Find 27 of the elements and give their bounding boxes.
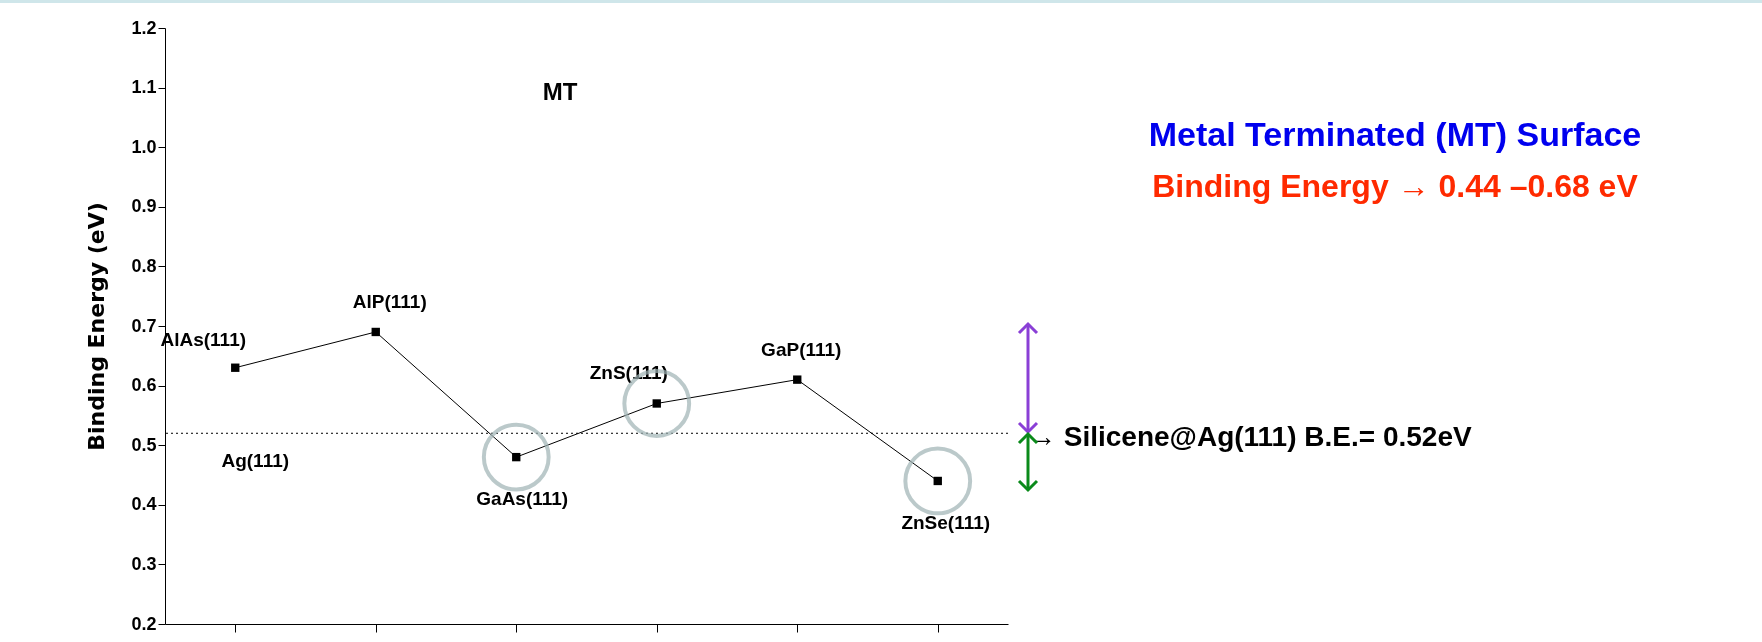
point (793, 375, 802, 384)
point (512, 452, 521, 462)
point (933, 476, 942, 486)
y-tick-label: 0.6 (131, 375, 157, 396)
x-tick-label: GaP(111) (761, 338, 842, 360)
y-tick-label: 0.4 (131, 494, 157, 515)
y-tick-label: 1.2 (131, 17, 157, 38)
x-tick-label: ZnS(111) (589, 362, 668, 384)
x-tick-label: AlP(111) (352, 290, 427, 312)
annotation: MT (542, 78, 578, 105)
y-axis-title: Binding Energy (eV) (84, 202, 110, 451)
point (231, 363, 240, 372)
y-tick-label: 1.0 (131, 136, 157, 157)
x-tick-label: GaAs(111) (476, 488, 569, 510)
y-tick-label: 0.2 (131, 613, 157, 634)
text: Metal Terminated (MT) Surface (1147, 115, 1643, 154)
point (652, 399, 661, 408)
point (371, 327, 380, 337)
text: Binding Energy → 0.44 –0.68 eV (1151, 168, 1639, 205)
y-tick-label: 1.1 (131, 77, 157, 98)
y-tick-label: 0.5 (131, 434, 157, 455)
y-tick-label: 0.9 (131, 196, 157, 217)
y-tick-label: 0.7 (131, 315, 157, 336)
ref-line-label: Ag(111) (221, 450, 290, 472)
y-tick-label: 0.3 (131, 553, 157, 574)
y-tick-label: 0.8 (131, 255, 157, 276)
x-tick-label: ZnSe(111) (901, 511, 991, 533)
